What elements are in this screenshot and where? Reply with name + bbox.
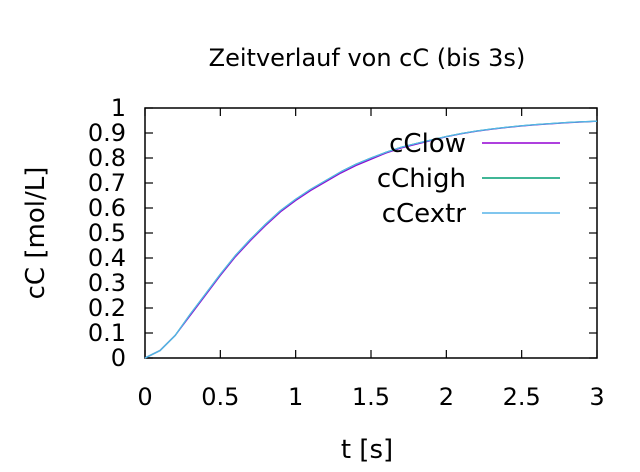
- y-tick-label: 0.2: [88, 294, 126, 322]
- y-tick-label: 0.8: [88, 144, 126, 172]
- y-tick-label: 0.1: [88, 319, 126, 347]
- plot-frame: [144, 107, 598, 359]
- y-tick-label: 1: [111, 94, 126, 122]
- y-tick-label: 0.7: [88, 169, 126, 197]
- x-tick-label: 1.5: [352, 383, 390, 411]
- x-tick-label: 1: [288, 383, 303, 411]
- legend-label-cCextr: cCextr: [382, 199, 467, 229]
- y-tick-label: 0.5: [88, 219, 126, 247]
- y-axis: 00.10.20.30.40.50.60.70.80.91: [88, 94, 597, 372]
- series-lines: [144, 120, 598, 359]
- legend: cClow cChigh cCextr: [377, 129, 560, 229]
- legend-label-cChigh: cChigh: [377, 164, 466, 194]
- x-axis-label: t [s]: [341, 435, 393, 465]
- x-axis: 0 0.5 1 1.5 2 2.5 3: [137, 108, 605, 411]
- series-line-cChigh: [144, 120, 598, 359]
- x-tick-label: 2.5: [503, 383, 541, 411]
- chart-title: Zeitverlauf von cC (bis 3s): [209, 44, 526, 72]
- x-tick-label: 2: [439, 383, 454, 411]
- y-tick-label: 0.4: [88, 244, 126, 272]
- x-tick-label: 0.5: [201, 383, 239, 411]
- series-line-cCextr: [144, 120, 598, 359]
- x-tick-label: 0: [137, 383, 152, 411]
- y-tick-label: 0.9: [88, 119, 126, 147]
- y-axis-label: cC [mol/L]: [21, 167, 51, 300]
- x-tick-label: 3: [589, 383, 604, 411]
- legend-label-cClow: cClow: [389, 129, 466, 159]
- y-tick-label: 0.3: [88, 269, 126, 297]
- y-tick-label: 0.6: [88, 194, 126, 222]
- y-tick-label: 0: [111, 344, 126, 372]
- series-line-cClow: [144, 120, 598, 359]
